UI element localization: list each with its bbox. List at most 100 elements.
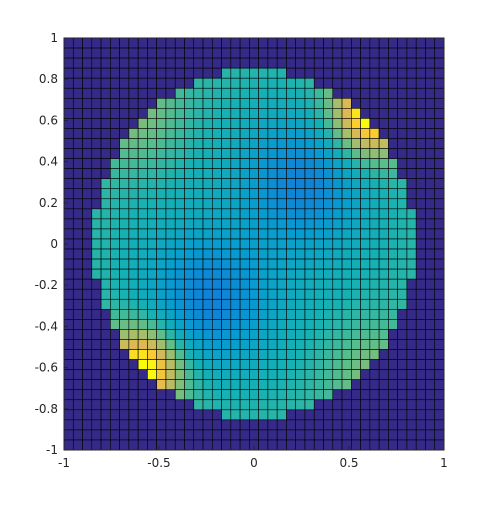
- heatmap-cell: [388, 158, 398, 169]
- heatmap-cell: [304, 439, 315, 451]
- heatmap-cell: [91, 409, 102, 421]
- heatmap-cell: [82, 138, 93, 149]
- heatmap-cell: [276, 168, 287, 179]
- heatmap-cell: [193, 319, 204, 330]
- heatmap-cell: [341, 319, 352, 330]
- heatmap-cell: [249, 118, 259, 129]
- heatmap-cell: [137, 298, 148, 310]
- heatmap-cell: [286, 148, 297, 159]
- heatmap-cell: [202, 268, 213, 280]
- heatmap-cell: [332, 178, 343, 190]
- heatmap-cell: [128, 178, 139, 190]
- heatmap-cell: [82, 298, 93, 310]
- heatmap-cell: [128, 97, 139, 109]
- heatmap-cell: [72, 329, 83, 340]
- heatmap-cell: [369, 288, 380, 300]
- heatmap-cell: [286, 168, 297, 179]
- heatmap-cell: [295, 248, 306, 260]
- heatmap-cell: [91, 278, 102, 290]
- heatmap-cell: [388, 208, 398, 220]
- heatmap-cell: [72, 188, 83, 200]
- heatmap-cell: [360, 77, 371, 89]
- heatmap-cell: [165, 188, 176, 200]
- heatmap-cell: [230, 268, 241, 280]
- heatmap-cell: [202, 319, 213, 330]
- heatmap-cell: [425, 329, 436, 340]
- heatmap-cell: [378, 208, 389, 220]
- heatmap-cell: [425, 178, 436, 190]
- heatmap-cell: [406, 77, 417, 89]
- heatmap-cell: [184, 108, 195, 119]
- heatmap-cell: [100, 168, 111, 179]
- heatmap-cell: [415, 138, 426, 149]
- heatmap-cell: [174, 168, 185, 179]
- heatmap-cell: [388, 148, 398, 159]
- heatmap-cell: [91, 329, 102, 340]
- heatmap-cell: [388, 218, 398, 230]
- heatmap-cell: [304, 409, 315, 421]
- heatmap-cell: [184, 87, 195, 99]
- heatmap-cell: [221, 148, 232, 159]
- heatmap-cell: [137, 208, 148, 220]
- heatmap-cell: [313, 128, 324, 139]
- heatmap-cell: [193, 228, 204, 240]
- heatmap-cell: [100, 208, 111, 220]
- heatmap-cell: [267, 339, 278, 350]
- heatmap-cell: [239, 258, 250, 270]
- heatmap-cell: [425, 138, 436, 149]
- heatmap-cell: [249, 298, 259, 310]
- heatmap-cell: [82, 309, 93, 320]
- heatmap-cell: [360, 148, 371, 159]
- heatmap-cell: [406, 198, 417, 210]
- heatmap-cell: [258, 77, 269, 89]
- heatmap-cell: [119, 439, 130, 451]
- heatmap-cell: [100, 429, 111, 441]
- heatmap-cell: [184, 298, 195, 310]
- heatmap-cell: [360, 128, 371, 139]
- heatmap-cell: [360, 118, 371, 129]
- heatmap-cell: [249, 339, 259, 350]
- heatmap-cell: [174, 309, 185, 320]
- heatmap-cell: [165, 37, 176, 49]
- heatmap-cell: [323, 258, 334, 270]
- heatmap-cell: [351, 309, 361, 320]
- heatmap-cell: [230, 198, 241, 210]
- heatmap-cell: [72, 228, 83, 240]
- heatmap-cell: [378, 399, 389, 411]
- heatmap-cell: [211, 138, 222, 149]
- heatmap-cell: [193, 419, 204, 431]
- heatmap-cell: [258, 118, 269, 129]
- heatmap-cell: [110, 379, 120, 391]
- heatmap-cell: [193, 268, 204, 280]
- heatmap-cell: [286, 47, 297, 59]
- heatmap-cell: [434, 409, 445, 421]
- heatmap-cell: [415, 228, 426, 240]
- heatmap-cell: [147, 57, 157, 69]
- heatmap-cell: [434, 108, 445, 119]
- heatmap-cell: [369, 87, 380, 99]
- heatmap-cell: [239, 218, 250, 230]
- heatmap-cell: [128, 158, 139, 169]
- heatmap-cell: [267, 379, 278, 391]
- heatmap-cell: [239, 57, 250, 69]
- heatmap-cell: [313, 309, 324, 320]
- heatmap-cell: [91, 379, 102, 391]
- heatmap-cell: [221, 349, 232, 360]
- heatmap-cell: [128, 188, 139, 200]
- heatmap-cell: [267, 37, 278, 49]
- heatmap-cell: [249, 258, 259, 270]
- heatmap-cell: [286, 298, 297, 310]
- heatmap-cell: [323, 57, 334, 69]
- heatmap-cell: [369, 128, 380, 139]
- heatmap-cell: [239, 238, 250, 250]
- heatmap-cell: [165, 228, 176, 240]
- heatmap-cell: [184, 389, 195, 401]
- heatmap-cell: [304, 359, 315, 370]
- heatmap-cell: [286, 309, 297, 320]
- heatmap-cell: [295, 298, 306, 310]
- heatmap-cell: [202, 178, 213, 190]
- heatmap-cell: [110, 349, 120, 360]
- heatmap-cell: [415, 339, 426, 350]
- heatmap-cell: [82, 37, 93, 49]
- heatmap-cell: [119, 228, 130, 240]
